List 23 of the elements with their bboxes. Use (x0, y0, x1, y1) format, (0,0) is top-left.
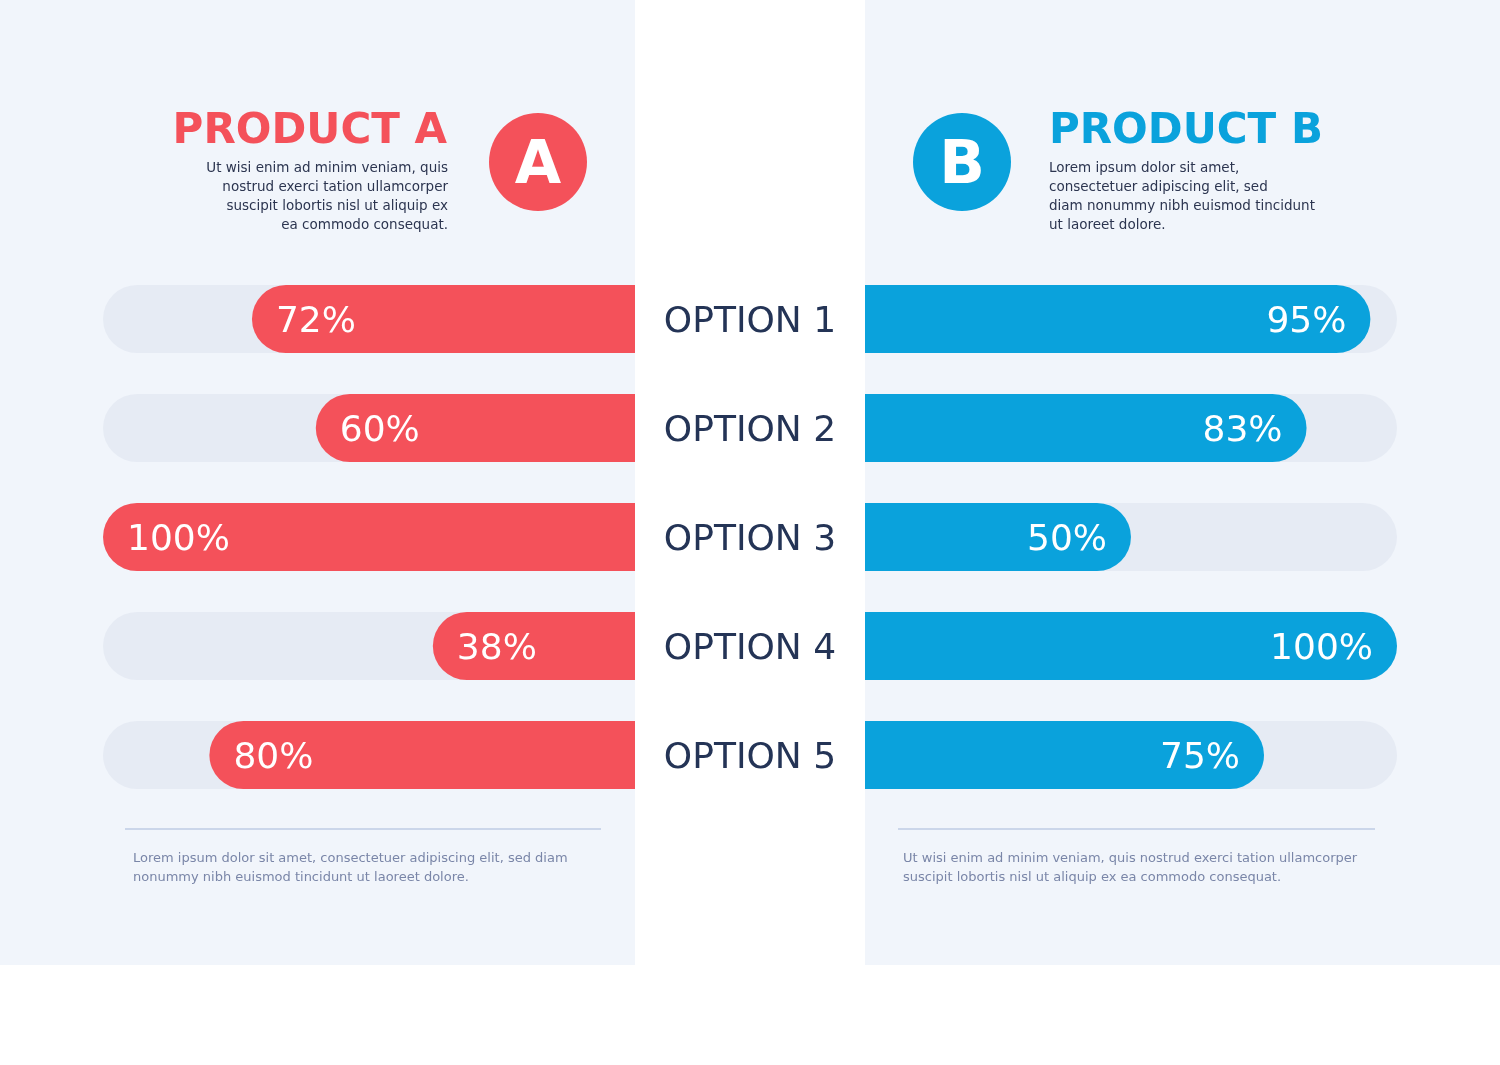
data-label: 100% (1270, 626, 1373, 667)
data-label: 72% (275, 299, 356, 340)
chart-title: PRODUCT A (172, 104, 448, 153)
data-label: 80% (233, 735, 314, 776)
text: B (939, 127, 985, 197)
text: Ut wisi enim ad minim veniam, quis nostrud exerci tation ullamcorper suscipit lobortis nisl ut aliquip ex ea commodo consequat. (206, 159, 449, 232)
data-label: 95% (1266, 299, 1347, 340)
chart-title: PRODUCT B (1049, 104, 1323, 153)
y-tick-label: OPTION 1 (663, 299, 837, 340)
y-tick-label: OPTION 4 (663, 626, 837, 667)
y-tick-label: OPTION 5 (663, 735, 837, 776)
text: A (514, 127, 562, 197)
data-label: 38% (456, 626, 537, 667)
data-label: 60% (339, 408, 420, 449)
text: Ut wisi enim ad minim veniam, quis nostrud exerci tation ullamcorper suscipit lobortis nisl ut aliquip ex ea commodo consequat. (903, 850, 1358, 884)
data-label: 75% (1159, 735, 1240, 776)
y-tick-label: OPTION 3 (663, 517, 837, 558)
y-tick-label: OPTION 2 (663, 408, 837, 449)
text: Lorem ipsum dolor sit amet, consectetuer adipiscing elit, sed diam nonummy nibh euismod tincidunt ut laoreet dolore. (133, 850, 568, 884)
text: Lorem ipsum dolor sit amet, consectetuer adipiscing elit, sed diam nonummy nibh euismod tincidunt ut laoreet dolore. (1049, 159, 1315, 232)
data-label: 83% (1202, 408, 1283, 449)
data-label: 100% (127, 517, 230, 558)
data-label: 50% (1026, 517, 1107, 558)
